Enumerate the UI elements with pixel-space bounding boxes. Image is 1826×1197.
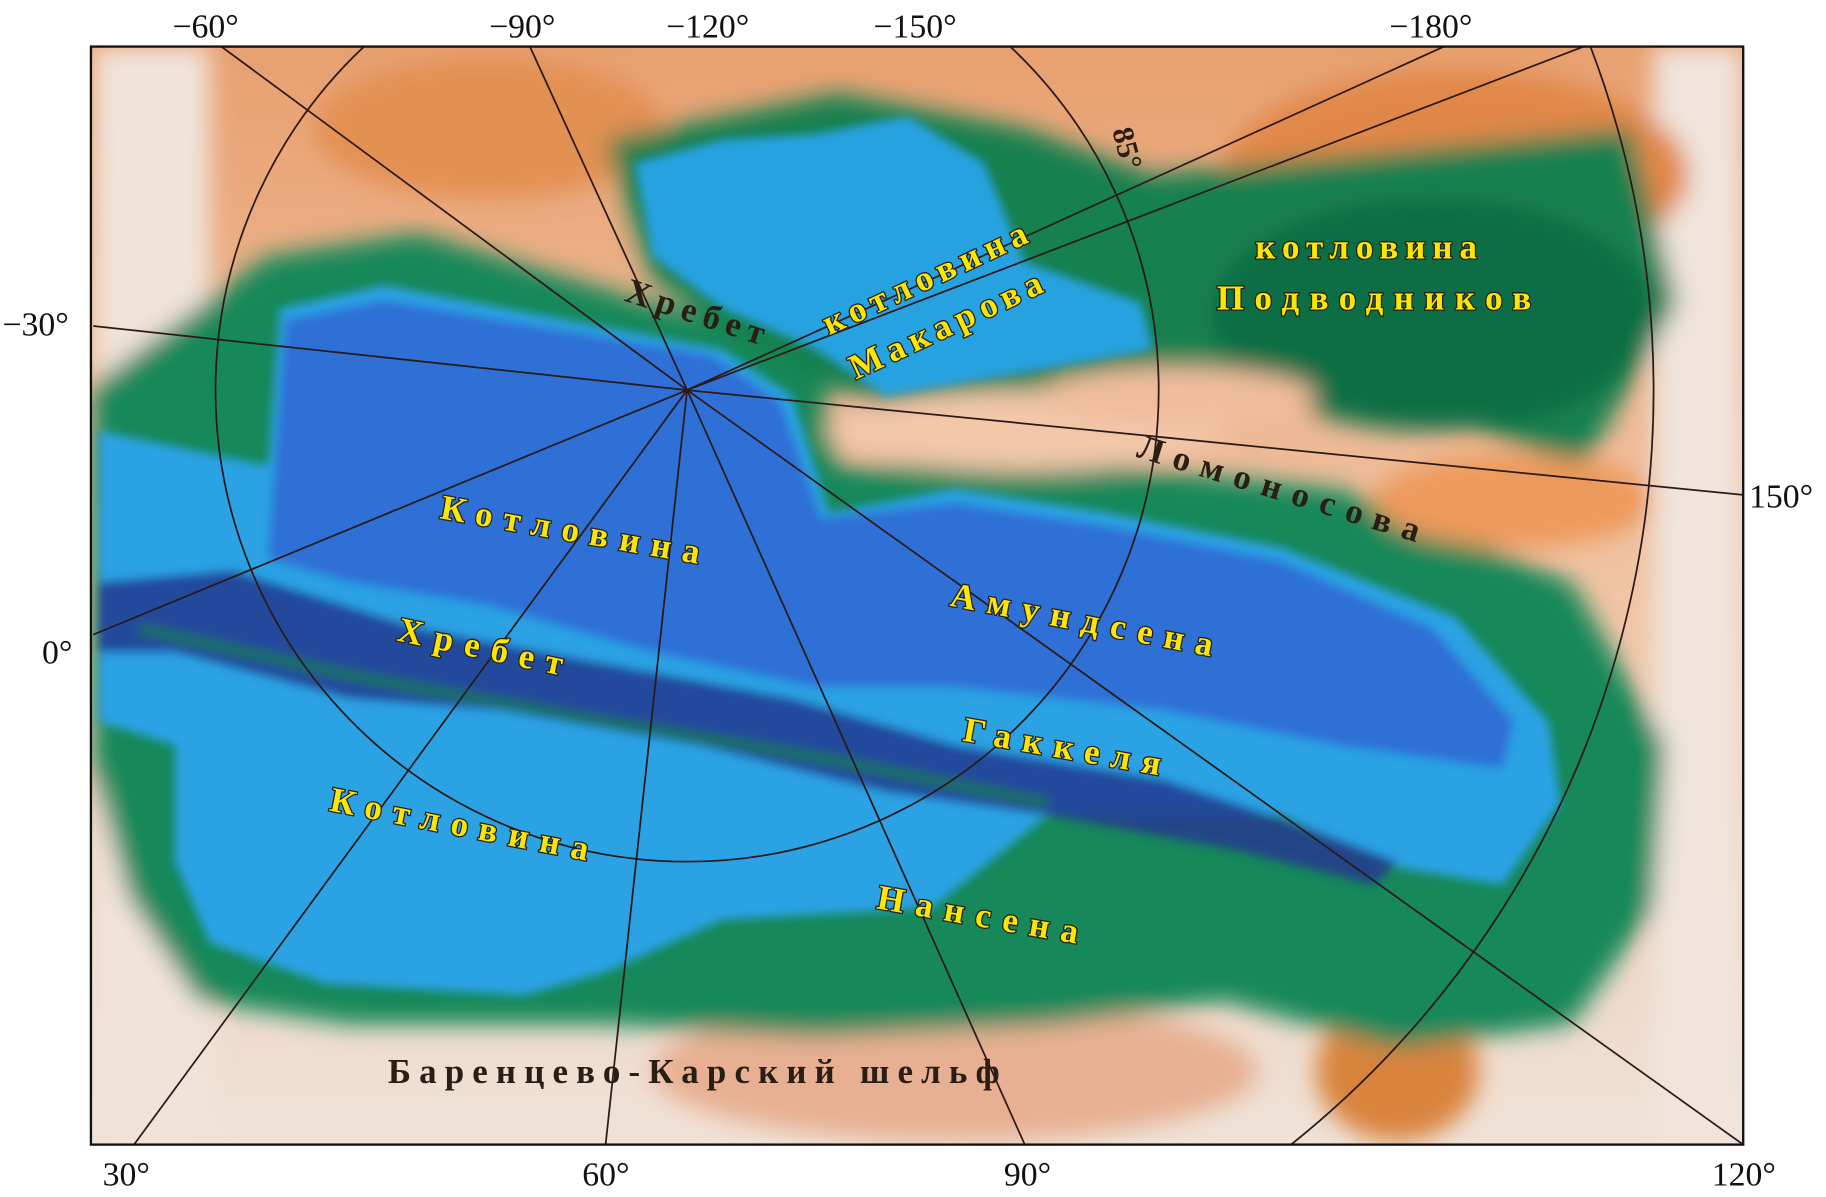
tick-left-0: 0°: [42, 635, 72, 672]
amundsen-basin: [267, 300, 1514, 769]
tick-bottom-30: 30°: [103, 1156, 150, 1193]
map-frame: [89, 45, 1745, 1146]
tick-top-180: −180°: [1389, 8, 1472, 45]
tick-bottom-90: 90°: [1004, 1156, 1051, 1193]
latitude-circle-outer: [1290, 46, 1655, 1145]
tick-top-150: −150°: [873, 8, 956, 45]
tick-left-30: −30°: [2, 306, 68, 343]
gakkel-ridge: [99, 570, 1398, 885]
tick-right-150: 150°: [1749, 479, 1813, 516]
latitude-circle-85: [214, 46, 1160, 863]
label-podvodnikov-2: Подводников: [1217, 279, 1542, 318]
graticule: [92, 46, 1744, 1145]
tick-top-120: −120°: [666, 8, 749, 45]
tick-bottom-60: 60°: [582, 1156, 629, 1193]
label-podvodnikov-1: котловина: [1255, 227, 1484, 266]
makarov-basin: [634, 116, 1153, 396]
map-area: Хребет котловина Макарова котловина Подв…: [90, 46, 1744, 1145]
tick-top-60: −60°: [172, 8, 238, 45]
tick-top-90: −90°: [489, 8, 555, 45]
label-shelf: Баренцево-Карский шельф: [388, 1052, 1008, 1091]
tick-bottom-120: 120°: [1712, 1156, 1776, 1193]
